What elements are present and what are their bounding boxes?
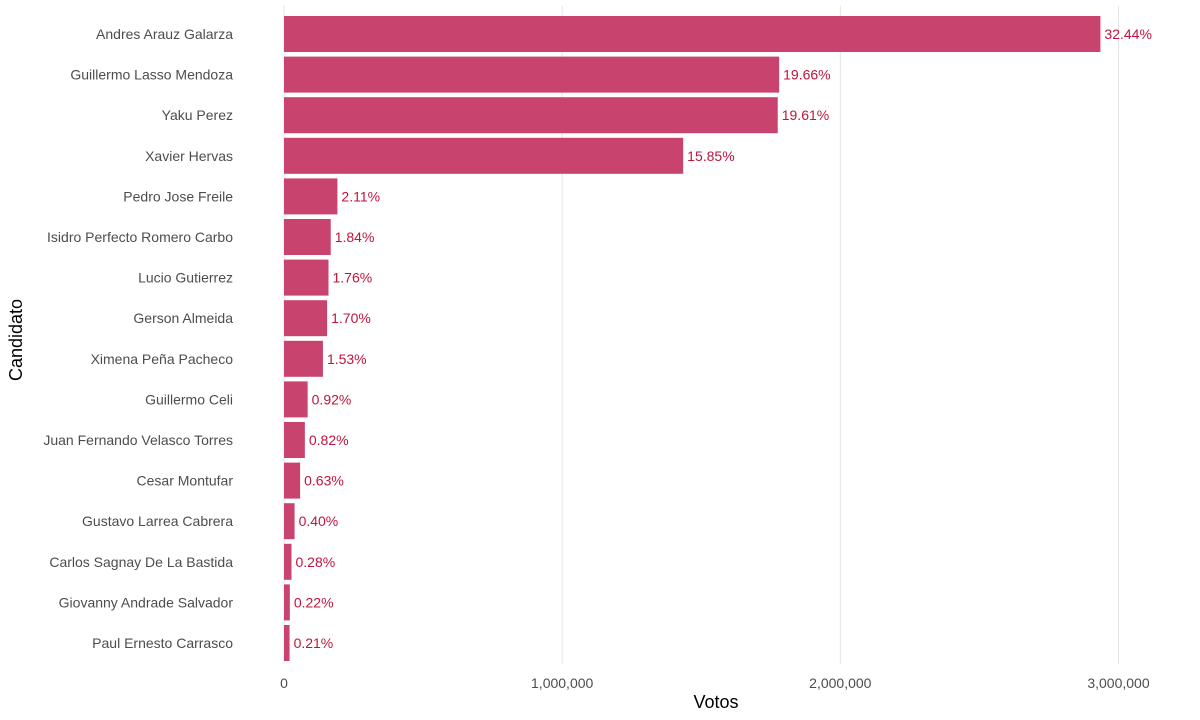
x-tick-labels: 0 1,000,000 2,000,000 3,000,000: [280, 675, 1150, 691]
bar: [284, 259, 329, 296]
bar: [284, 462, 301, 499]
bar: [284, 137, 684, 174]
category-label: Isidro Perfecto Romero Carbo: [47, 229, 233, 245]
data-label: 0.82%: [309, 432, 349, 448]
category-label: Ximena Peña Pacheco: [91, 351, 234, 367]
data-label: 0.40%: [299, 513, 339, 529]
x-tick-label: 0: [280, 675, 288, 691]
bar: [284, 340, 323, 377]
category-label: Pedro Jose Freile: [123, 188, 233, 204]
category-label: Yaku Perez: [162, 107, 233, 123]
category-label: Gustavo Larrea Cabrera: [82, 513, 233, 529]
category-label: Juan Fernando Velasco Torres: [43, 432, 233, 448]
data-label: 15.85%: [687, 148, 734, 164]
bar-layer: [284, 16, 1101, 661]
data-label: 0.92%: [312, 391, 352, 407]
x-axis-title: Votos: [693, 692, 738, 712]
bar: [284, 381, 308, 418]
category-label: Lucio Gutierrez: [138, 270, 233, 286]
bar: [284, 503, 295, 540]
bar: [284, 16, 1101, 52]
data-label: 1.53%: [327, 351, 367, 367]
data-label: 0.22%: [294, 594, 334, 610]
category-label: Guillermo Celi: [145, 391, 233, 407]
data-label: 0.21%: [294, 635, 334, 651]
category-label: Paul Ernesto Carrasco: [92, 635, 233, 651]
category-label: Xavier Hervas: [145, 148, 233, 164]
data-label: 19.66%: [783, 67, 830, 83]
x-tick-label: 1,000,000: [531, 675, 593, 691]
value-labels: 32.44% 19.66% 19.61% 15.85% 2.11% 1.84% 1.76% 1…: [294, 26, 1152, 651]
bar: [284, 543, 292, 580]
data-label: 0.28%: [296, 554, 336, 570]
category-label: Guillermo Lasso Mendoza: [70, 67, 233, 83]
data-label: 1.84%: [335, 229, 375, 245]
bar: [284, 584, 290, 621]
data-label: 1.70%: [331, 310, 371, 326]
category-label: Carlos Sagnay De La Bastida: [49, 554, 233, 570]
category-labels: Andres Arauz Galarza Guillermo Lasso Mend…: [43, 26, 233, 651]
category-label: Cesar Montufar: [137, 473, 234, 489]
y-axis-title: Candidato: [6, 299, 26, 381]
bar: [284, 178, 338, 215]
x-tick-label: 2,000,000: [809, 675, 871, 691]
category-label: Andres Arauz Galarza: [96, 26, 233, 42]
bar: [284, 422, 305, 458]
category-label: Gerson Almeida: [133, 310, 233, 326]
bar: [284, 219, 331, 255]
data-label: 1.76%: [333, 270, 373, 286]
category-label: Giovanny Andrade Salvador: [59, 594, 234, 610]
data-label: 19.61%: [782, 107, 829, 123]
x-tick-label: 3,000,000: [1087, 675, 1149, 691]
bar: [284, 300, 328, 337]
bar: [284, 56, 780, 93]
data-label: 32.44%: [1104, 26, 1151, 42]
bar: [284, 625, 290, 661]
data-label: 2.11%: [341, 188, 380, 204]
bar: [284, 97, 778, 134]
data-label: 0.63%: [304, 473, 344, 489]
